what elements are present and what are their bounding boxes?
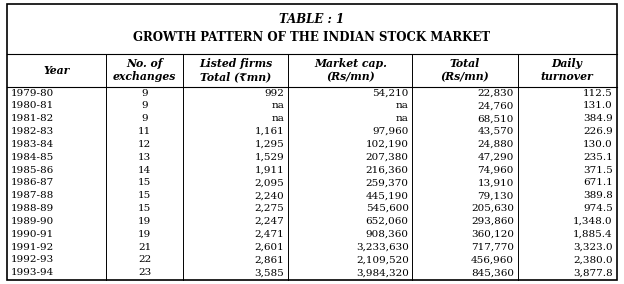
- Text: 293,860: 293,860: [471, 217, 514, 226]
- Text: 2,861: 2,861: [255, 255, 285, 264]
- Text: 43,570: 43,570: [477, 127, 514, 136]
- Text: 13,910: 13,910: [477, 178, 514, 187]
- Text: 24,880: 24,880: [477, 140, 514, 149]
- Text: 1993-94: 1993-94: [11, 268, 54, 277]
- Text: GROWTH PATTERN OF THE INDIAN STOCK MARKET: GROWTH PATTERN OF THE INDIAN STOCK MARKE…: [134, 31, 490, 44]
- Text: 47,290: 47,290: [477, 153, 514, 162]
- Text: 456,960: 456,960: [471, 255, 514, 264]
- Text: 54,210: 54,210: [373, 89, 409, 97]
- Text: 14: 14: [138, 166, 151, 175]
- Text: Daily
turnover: Daily turnover: [541, 59, 593, 82]
- Text: 9: 9: [141, 89, 148, 97]
- Text: 671.1: 671.1: [583, 178, 613, 187]
- Text: 97,960: 97,960: [373, 127, 409, 136]
- Text: 15: 15: [138, 191, 151, 200]
- Text: 68,510: 68,510: [477, 114, 514, 123]
- Text: 19: 19: [138, 217, 151, 226]
- Text: 2,275: 2,275: [255, 204, 285, 213]
- Text: 1980-81: 1980-81: [11, 101, 54, 110]
- Text: na: na: [271, 101, 285, 110]
- Text: 1981-82: 1981-82: [11, 114, 54, 123]
- Text: 717,770: 717,770: [471, 243, 514, 252]
- Text: 22,830: 22,830: [477, 89, 514, 97]
- Text: 1987-88: 1987-88: [11, 191, 54, 200]
- Text: 1,885.4: 1,885.4: [573, 230, 613, 239]
- Text: 235.1: 235.1: [583, 153, 613, 162]
- Text: 216,360: 216,360: [366, 166, 409, 175]
- Text: 13: 13: [138, 153, 151, 162]
- Text: 992: 992: [265, 89, 285, 97]
- Text: 15: 15: [138, 178, 151, 187]
- Text: 24,760: 24,760: [477, 101, 514, 110]
- Text: 259,370: 259,370: [366, 178, 409, 187]
- Text: 445,190: 445,190: [366, 191, 409, 200]
- Text: 384.9: 384.9: [583, 114, 613, 123]
- Text: 652,060: 652,060: [366, 217, 409, 226]
- Text: 2,380.0: 2,380.0: [573, 255, 613, 264]
- Text: 3,984,320: 3,984,320: [356, 268, 409, 277]
- Text: No. of
exchanges: No. of exchanges: [113, 59, 177, 82]
- Text: 2,601: 2,601: [255, 243, 285, 252]
- Text: 2,095: 2,095: [255, 178, 285, 187]
- Text: 1992-93: 1992-93: [11, 255, 54, 264]
- Text: 9: 9: [141, 114, 148, 123]
- Text: 1991-92: 1991-92: [11, 243, 54, 252]
- Text: 1989-90: 1989-90: [11, 217, 54, 226]
- Text: 12: 12: [138, 140, 151, 149]
- Text: 1,911: 1,911: [255, 166, 285, 175]
- Text: 22: 22: [138, 255, 151, 264]
- Text: 130.0: 130.0: [583, 140, 613, 149]
- Text: Market cap.
(Rs/mn): Market cap. (Rs/mn): [314, 59, 387, 82]
- Text: na: na: [396, 114, 409, 123]
- Text: na: na: [271, 114, 285, 123]
- Text: Year: Year: [44, 65, 70, 76]
- Text: 9: 9: [141, 101, 148, 110]
- Text: 545,600: 545,600: [366, 204, 409, 213]
- Text: 11: 11: [138, 127, 151, 136]
- Text: 1982-83: 1982-83: [11, 127, 54, 136]
- Text: 389.8: 389.8: [583, 191, 613, 200]
- Text: 1,161: 1,161: [255, 127, 285, 136]
- Text: 1988-89: 1988-89: [11, 204, 54, 213]
- Text: 2,247: 2,247: [255, 217, 285, 226]
- Text: 112.5: 112.5: [583, 89, 613, 97]
- Text: 1,348.0: 1,348.0: [573, 217, 613, 226]
- Text: 1,529: 1,529: [255, 153, 285, 162]
- Text: 102,190: 102,190: [366, 140, 409, 149]
- Text: 3,233,630: 3,233,630: [356, 243, 409, 252]
- Text: 1984-85: 1984-85: [11, 153, 54, 162]
- Text: 845,360: 845,360: [471, 268, 514, 277]
- Text: 2,240: 2,240: [255, 191, 285, 200]
- Text: Total
(Rs/mn): Total (Rs/mn): [441, 59, 489, 82]
- Text: 226.9: 226.9: [583, 127, 613, 136]
- Text: 131.0: 131.0: [583, 101, 613, 110]
- Text: Listed firms
Total (₹mn): Listed firms Total (₹mn): [199, 59, 272, 82]
- Text: 1,295: 1,295: [255, 140, 285, 149]
- Text: 15: 15: [138, 204, 151, 213]
- Text: 2,109,520: 2,109,520: [356, 255, 409, 264]
- Text: 1983-84: 1983-84: [11, 140, 54, 149]
- Text: 3,323.0: 3,323.0: [573, 243, 613, 252]
- Text: 974.5: 974.5: [583, 204, 613, 213]
- Text: 2,471: 2,471: [255, 230, 285, 239]
- Text: 3,585: 3,585: [255, 268, 285, 277]
- Text: 79,130: 79,130: [477, 191, 514, 200]
- Text: 23: 23: [138, 268, 151, 277]
- Text: 21: 21: [138, 243, 151, 252]
- Text: 1986-87: 1986-87: [11, 178, 54, 187]
- Text: 360,120: 360,120: [471, 230, 514, 239]
- Text: 3,877.8: 3,877.8: [573, 268, 613, 277]
- Text: 1990-91: 1990-91: [11, 230, 54, 239]
- Text: 908,360: 908,360: [366, 230, 409, 239]
- Text: TABLE : 1: TABLE : 1: [280, 13, 344, 26]
- Text: 1985-86: 1985-86: [11, 166, 54, 175]
- Text: 74,960: 74,960: [477, 166, 514, 175]
- Text: na: na: [396, 101, 409, 110]
- Text: 371.5: 371.5: [583, 166, 613, 175]
- Text: 1979-80: 1979-80: [11, 89, 54, 97]
- Text: 207,380: 207,380: [366, 153, 409, 162]
- Text: 205,630: 205,630: [471, 204, 514, 213]
- Text: 19: 19: [138, 230, 151, 239]
